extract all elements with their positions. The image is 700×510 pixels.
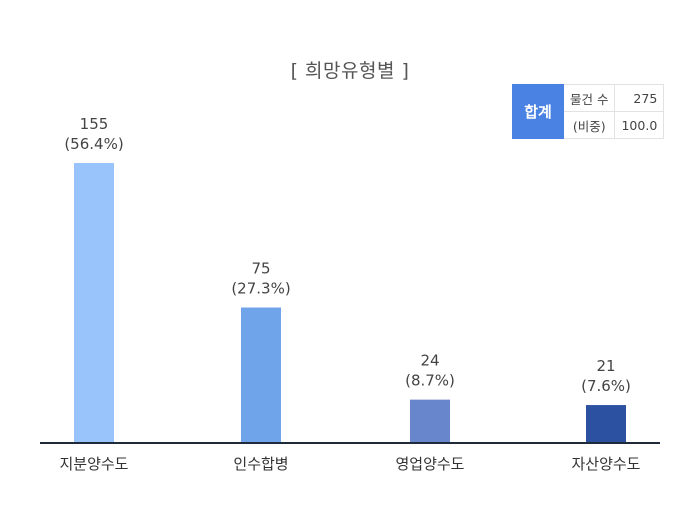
bar	[74, 163, 114, 443]
bar	[241, 307, 281, 443]
bar	[586, 405, 626, 443]
bar-value-label: 24	[420, 352, 439, 370]
x-tick-label: 영업양수도	[395, 455, 464, 473]
bar	[410, 399, 450, 443]
bar-percent-label: (27.3%)	[231, 280, 290, 298]
summary-value-share: 100.0	[614, 111, 665, 139]
bar-value-label: 21	[596, 357, 615, 375]
x-tick-label: 인수합병	[233, 455, 288, 473]
x-tick-label: 지분양수도	[59, 455, 128, 473]
bar-value-label: 155	[80, 115, 109, 133]
bar-value-label: 75	[251, 260, 270, 278]
chart-title: [ 희망유형별 ]	[290, 60, 410, 82]
bar-percent-label: (7.6%)	[581, 377, 631, 395]
summary-table: 합계 물건 수 275 (비중) 100.0	[512, 84, 665, 139]
bar-percent-label: (56.4%)	[64, 135, 123, 153]
x-tick-label: 자산양수도	[571, 455, 640, 473]
summary-label-share: (비중)	[562, 111, 616, 139]
summary-label-count: 물건 수	[562, 84, 616, 112]
bar-percent-label: (8.7%)	[405, 372, 455, 390]
